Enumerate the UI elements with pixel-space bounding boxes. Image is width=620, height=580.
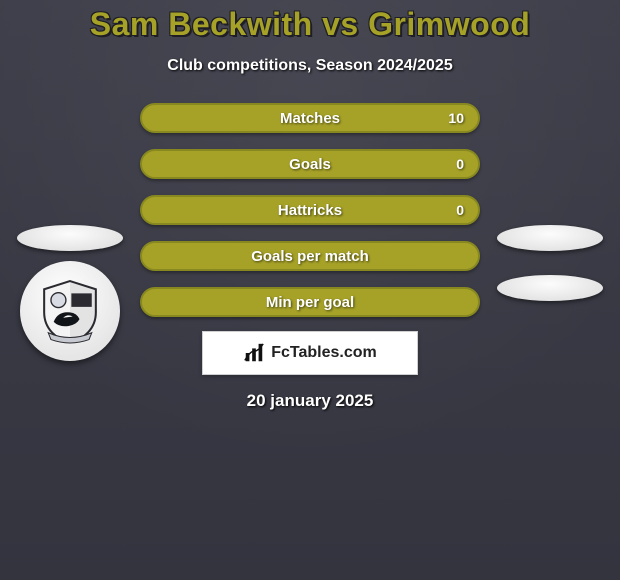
stat-bar-matches: Matches 10 <box>140 103 480 133</box>
subtitle: Club competitions, Season 2024/2025 <box>0 57 620 75</box>
right-player-column <box>490 225 610 301</box>
stat-bars: Matches 10 Goals 0 Hattricks 0 Goals per… <box>140 103 480 317</box>
chart-icon <box>243 342 265 364</box>
player-left-slot-0 <box>17 225 123 251</box>
stat-value-right: 10 <box>448 110 464 126</box>
club-crest-icon <box>36 277 104 345</box>
stat-label: Min per goal <box>266 294 354 311</box>
branding-text: FcTables.com <box>271 344 377 362</box>
left-player-column <box>10 225 130 361</box>
stat-bar-goals-per-match: Goals per match <box>140 241 480 271</box>
branding: FcTables.com <box>202 331 418 375</box>
date-text: 20 january 2025 <box>0 391 620 411</box>
stat-bar-goals: Goals 0 <box>140 149 480 179</box>
stat-value-right: 0 <box>456 156 464 172</box>
player-left-crest <box>20 261 120 361</box>
stat-label: Matches <box>280 110 340 127</box>
page-title: Sam Beckwith vs Grimwood <box>0 0 620 43</box>
stat-label: Goals per match <box>251 248 369 265</box>
stat-bar-hattricks: Hattricks 0 <box>140 195 480 225</box>
stat-bar-min-per-goal: Min per goal <box>140 287 480 317</box>
comparison-content: Matches 10 Goals 0 Hattricks 0 Goals per… <box>0 103 620 411</box>
player-right-slot-0 <box>497 225 603 251</box>
stat-label: Hattricks <box>278 202 342 219</box>
stat-value-right: 0 <box>456 202 464 218</box>
stat-label: Goals <box>289 156 331 173</box>
player-right-slot-1 <box>497 275 603 301</box>
